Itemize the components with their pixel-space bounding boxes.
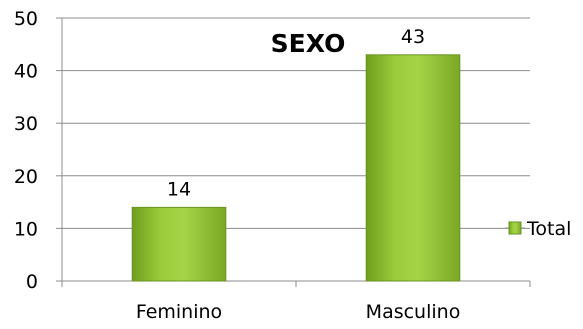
y-tick-label: 20: [14, 166, 38, 188]
y-tick-label: 0: [26, 271, 38, 293]
data-labels: 14 43: [167, 26, 425, 201]
category-label-masculino: Masculino: [366, 301, 461, 323]
category-label-feminino: Feminino: [136, 301, 222, 323]
bars: [131, 54, 461, 282]
legend-label: Total: [526, 218, 571, 240]
y-tick-label: 10: [14, 218, 38, 240]
y-tick-label: 30: [14, 113, 38, 135]
data-label-masculino: 43: [401, 26, 425, 48]
chart-title: SEXO: [271, 29, 346, 58]
y-tick-label: 50: [14, 8, 38, 30]
bar-feminino: [131, 206, 227, 282]
legend-swatch: [508, 221, 522, 235]
bar-masculino: [365, 54, 461, 282]
data-label-feminino: 14: [167, 178, 191, 200]
category-labels: Feminino Masculino: [136, 301, 461, 323]
y-axis-ticks: 0 10 20 30 40 50: [14, 8, 62, 293]
legend: Total: [505, 218, 571, 240]
y-tick-label: 40: [14, 61, 38, 83]
